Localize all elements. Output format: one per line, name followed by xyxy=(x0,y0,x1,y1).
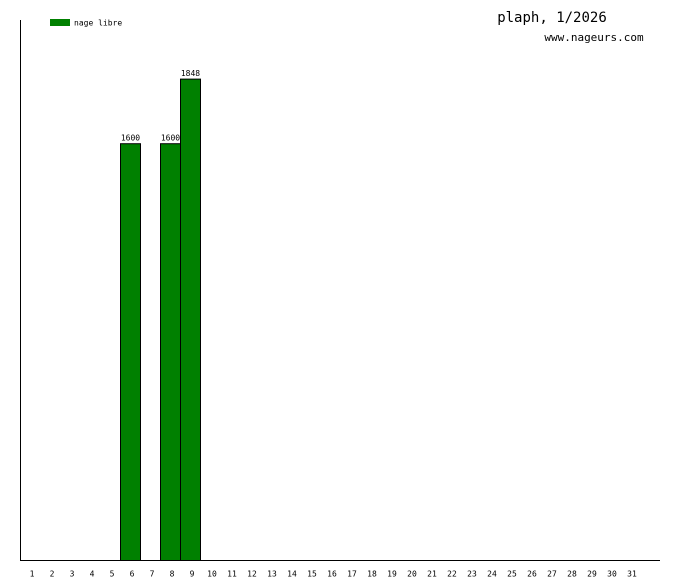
x-tick-label: 27 xyxy=(547,570,557,579)
value-label: 1600 xyxy=(121,134,140,143)
value-label: 1848 xyxy=(181,69,200,78)
x-tick-label: 13 xyxy=(267,570,277,579)
x-tick-label: 22 xyxy=(447,570,457,579)
x-tick-label: 10 xyxy=(207,570,217,579)
chart-title: plaph, 1/2026 xyxy=(497,10,607,26)
x-tick-label: 30 xyxy=(607,570,617,579)
x-tick-label: 8 xyxy=(170,570,175,579)
bar xyxy=(180,78,201,561)
x-tick-label: 6 xyxy=(130,570,135,579)
x-tick-label: 21 xyxy=(427,570,437,579)
x-tick-label: 14 xyxy=(287,570,297,579)
x-tick-label: 9 xyxy=(190,570,195,579)
x-tick-label: 11 xyxy=(227,570,237,579)
x-tick-label: 31 xyxy=(627,570,637,579)
chart-subtitle: www.nageurs.com xyxy=(544,31,644,44)
x-tick-label: 29 xyxy=(587,570,597,579)
x-tick-label: 2 xyxy=(50,570,55,579)
x-tick-label: 15 xyxy=(307,570,317,579)
value-label: 1600 xyxy=(161,134,180,143)
x-tick-label: 18 xyxy=(367,570,377,579)
x-tick-label: 20 xyxy=(407,570,417,579)
x-tick-label: 25 xyxy=(507,570,517,579)
x-tick-label: 12 xyxy=(247,570,257,579)
x-tick-label: 3 xyxy=(70,570,75,579)
x-tick-label: 16 xyxy=(327,570,337,579)
x-tick-label: 17 xyxy=(347,570,357,579)
x-tick-label: 19 xyxy=(387,570,397,579)
x-tick-label: 28 xyxy=(567,570,577,579)
legend-label: nage libre xyxy=(74,19,122,28)
legend-swatch xyxy=(50,19,70,26)
bar xyxy=(160,143,181,561)
x-tick-label: 4 xyxy=(90,570,95,579)
x-tick-label: 26 xyxy=(527,570,537,579)
x-tick-label: 7 xyxy=(150,570,155,579)
x-tick-label: 23 xyxy=(467,570,477,579)
x-tick-label: 5 xyxy=(110,570,115,579)
bar xyxy=(120,143,141,561)
x-tick-label: 24 xyxy=(487,570,497,579)
x-tick-label: 1 xyxy=(30,570,35,579)
